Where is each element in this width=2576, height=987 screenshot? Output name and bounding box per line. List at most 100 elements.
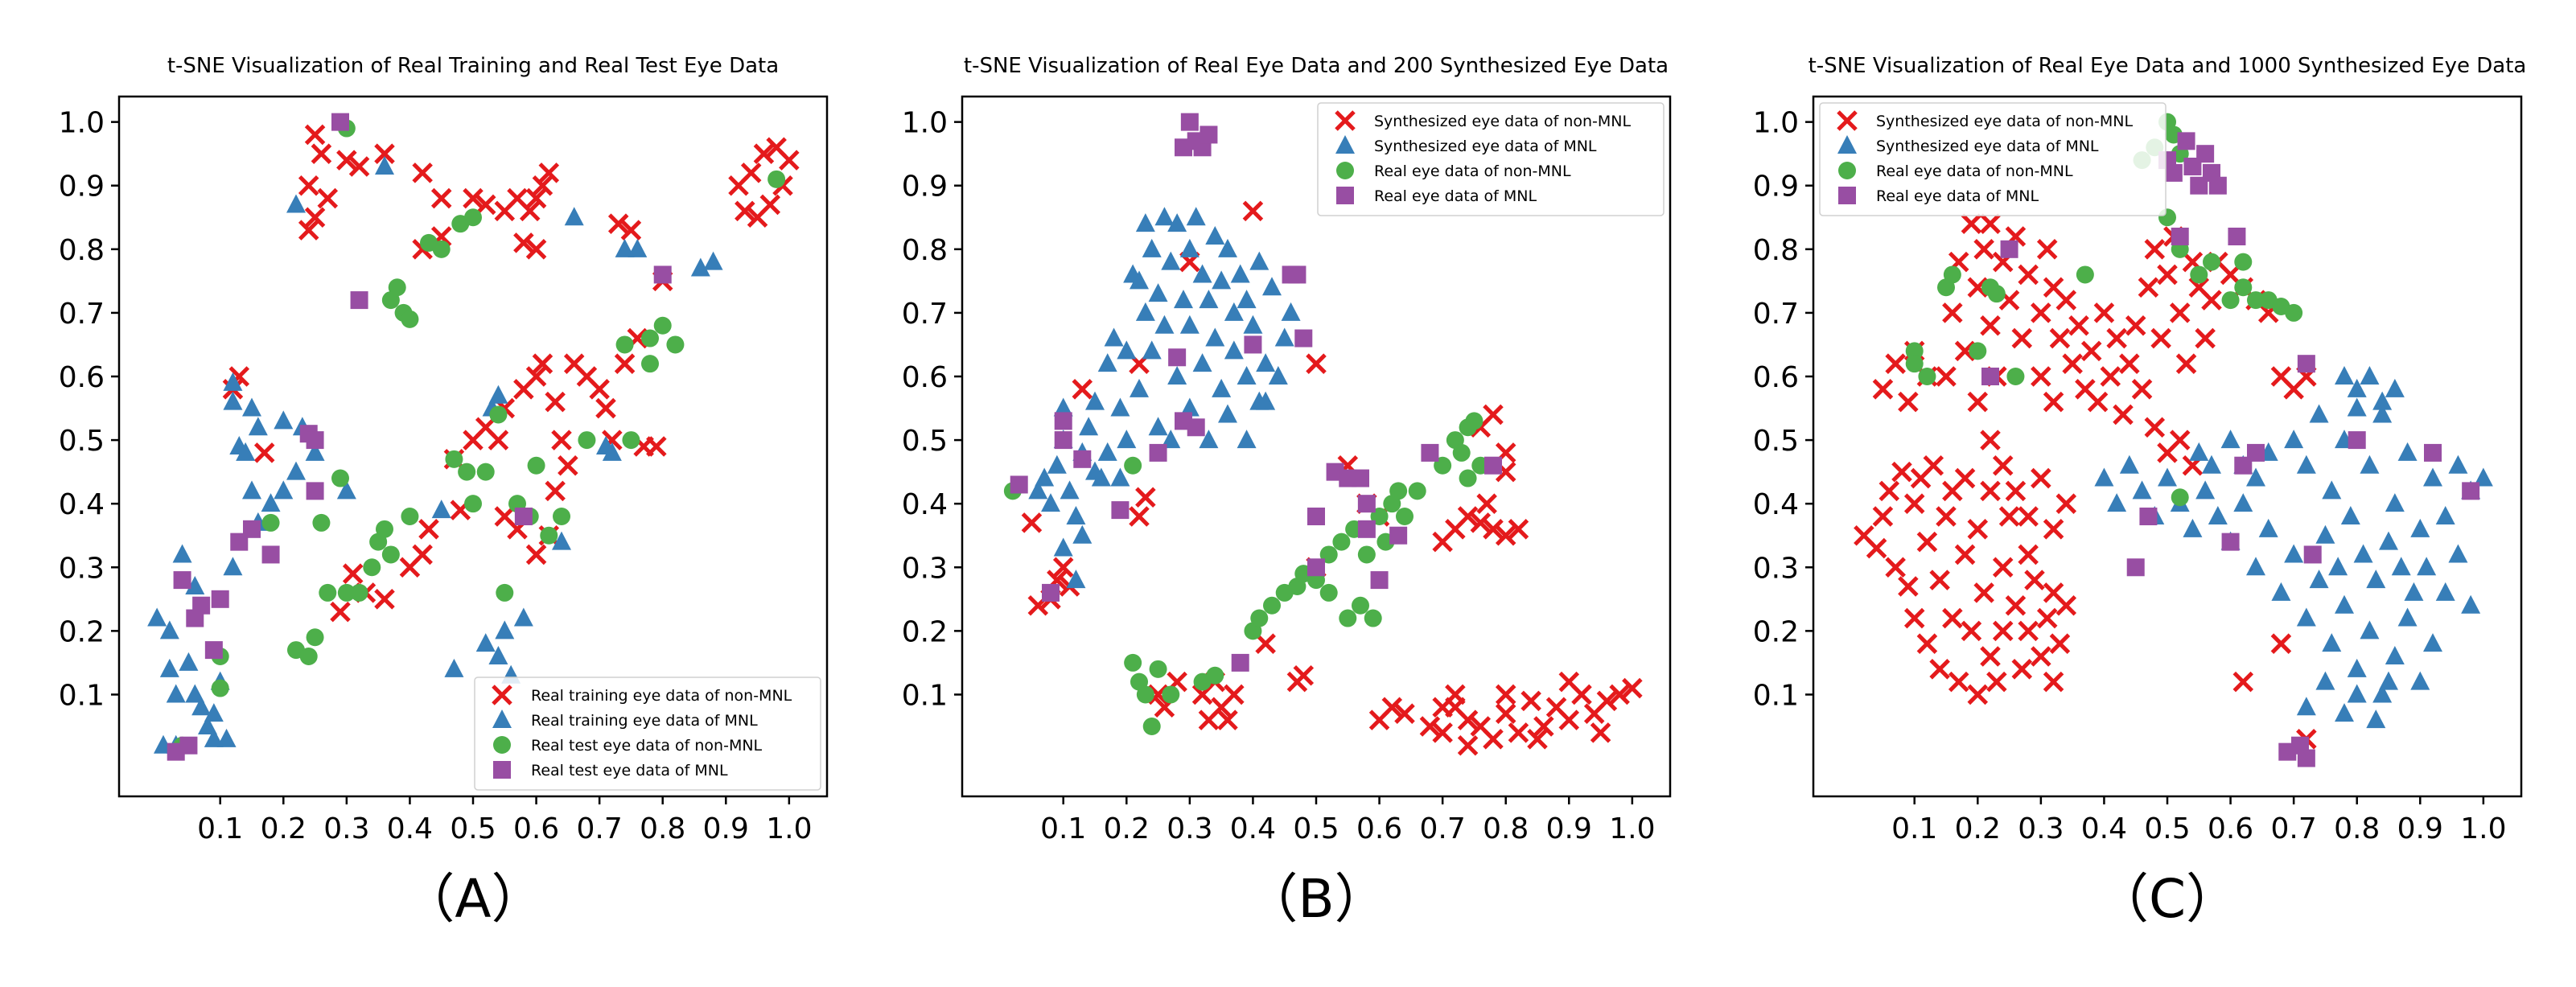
data-point-x xyxy=(1916,633,1938,654)
data-point-triangle xyxy=(1135,302,1155,321)
data-point-x xyxy=(753,143,775,164)
data-point-triangle xyxy=(1179,315,1200,334)
legend-label: Real test eye data of non-MNL xyxy=(531,737,763,755)
data-point-x xyxy=(1872,506,1894,527)
x-tick-label: 0.9 xyxy=(1546,812,1592,845)
data-point-square xyxy=(1288,265,1307,284)
data-point-triangle xyxy=(2233,493,2253,512)
data-point-x xyxy=(1992,620,2014,642)
data-point-x xyxy=(1967,391,1989,413)
x-tick-label: 0.6 xyxy=(1356,812,1402,845)
data-point-triangle xyxy=(2309,404,2329,423)
data-point-square xyxy=(1187,418,1205,437)
data-point-triangle xyxy=(2322,480,2342,500)
x-tick-label: 0.4 xyxy=(1230,812,1276,845)
data-point-triangle xyxy=(274,480,294,500)
y-tick-label: 0.3 xyxy=(59,552,105,585)
data-point-triangle xyxy=(1053,397,1073,417)
data-point-triangle xyxy=(1224,302,1244,321)
data-point-square xyxy=(514,508,533,525)
data-point-x xyxy=(2043,391,2064,413)
data-point-triangle xyxy=(2189,442,2209,461)
y-tick-label: 0.2 xyxy=(1753,615,1799,648)
legend-marker-x xyxy=(1837,110,1858,131)
data-point-x xyxy=(532,175,553,196)
x-tick-label: 0.7 xyxy=(1420,812,1466,845)
data-point-triangle xyxy=(495,620,515,639)
data-point-x xyxy=(2100,366,2121,387)
y-tick-label: 0.8 xyxy=(902,234,948,267)
data-point-triangle xyxy=(2385,646,2405,664)
data-point-x xyxy=(1306,353,1327,374)
legend-marker-circle xyxy=(1336,162,1354,179)
data-point-circle xyxy=(388,278,406,297)
data-point-x xyxy=(475,194,496,216)
data-point-circle xyxy=(1396,508,1414,525)
data-point-triangle xyxy=(1256,391,1276,410)
data-point-circle xyxy=(1452,443,1471,462)
data-point-triangle xyxy=(2372,404,2393,423)
data-point-square xyxy=(1357,495,1376,513)
data-point-triangle xyxy=(2183,518,2203,537)
legend-marker-square xyxy=(1336,187,1354,204)
data-point-x xyxy=(430,187,452,209)
panel-label: （A） xyxy=(401,868,544,930)
data-point-x xyxy=(1992,454,2014,476)
data-point-x xyxy=(488,430,509,450)
data-point-triangle xyxy=(596,436,615,454)
data-point-circle xyxy=(331,469,349,487)
data-point-square xyxy=(2208,176,2227,195)
data-point-square xyxy=(1294,329,1313,348)
data-point-square xyxy=(261,545,280,564)
data-point-square xyxy=(1981,368,1999,385)
data-point-x xyxy=(1596,690,1618,712)
data-point-triangle xyxy=(2340,506,2360,524)
data-point-triangle xyxy=(1192,353,1212,372)
data-point-x xyxy=(551,430,572,450)
data-point-square xyxy=(2297,749,2315,767)
x-tick-label: 1.0 xyxy=(1609,812,1655,845)
data-point-triangle xyxy=(2195,480,2216,500)
chart-title: t-SNE Visualization of Real Eye Data and… xyxy=(1809,54,2527,78)
x-tick-label: 1.0 xyxy=(2460,812,2506,845)
data-point-triangle xyxy=(2385,493,2405,512)
data-point-square xyxy=(331,113,349,131)
legend-marker-triangle xyxy=(1837,135,1857,154)
data-point-square xyxy=(2303,545,2322,564)
data-point-triangle xyxy=(475,633,496,652)
data-point-circle xyxy=(1263,596,1281,615)
data-point-x xyxy=(1967,519,1989,540)
panel-b-chart: t-SNE Visualization of Real Eye Data and… xyxy=(902,54,1672,930)
data-point-triangle xyxy=(2404,582,2424,601)
data-point-x xyxy=(2049,633,2071,654)
data-point-triangle xyxy=(1237,366,1257,385)
y-tick-label: 0.1 xyxy=(1753,679,1799,712)
data-point-x xyxy=(2005,480,2027,502)
data-point-x xyxy=(1558,671,1580,693)
data-point-circle xyxy=(401,310,419,328)
legend-label: Synthesized eye data of non-MNL xyxy=(1876,113,2133,130)
data-point-x xyxy=(735,200,755,222)
data-point-x xyxy=(1891,461,1912,483)
data-point-x xyxy=(1457,734,1479,756)
data-point-x xyxy=(2169,302,2191,323)
legend: Real training eye data of non-MNL Real tr… xyxy=(474,677,821,791)
data-point-x xyxy=(1483,519,1504,540)
x-tick-label: 1.0 xyxy=(766,812,812,845)
data-point-triangle xyxy=(185,684,205,703)
data-point-circle xyxy=(1905,355,1924,373)
data-point-triangle xyxy=(216,728,237,747)
x-tick-label: 0.5 xyxy=(1293,812,1339,845)
data-point-circle xyxy=(1206,666,1224,685)
y-tick-label: 0.5 xyxy=(59,425,105,458)
series-square xyxy=(1981,132,2480,767)
data-point-circle xyxy=(1408,482,1426,500)
data-point-circle xyxy=(319,583,337,602)
data-point-square xyxy=(1307,508,1325,525)
data-point-triangle xyxy=(1028,480,1048,500)
legend-marker-square xyxy=(493,761,511,779)
data-point-x xyxy=(1885,353,1906,374)
y-tick-label: 0.8 xyxy=(59,234,105,267)
data-point-triangle xyxy=(159,658,179,677)
y-tick-label: 0.1 xyxy=(902,679,948,712)
